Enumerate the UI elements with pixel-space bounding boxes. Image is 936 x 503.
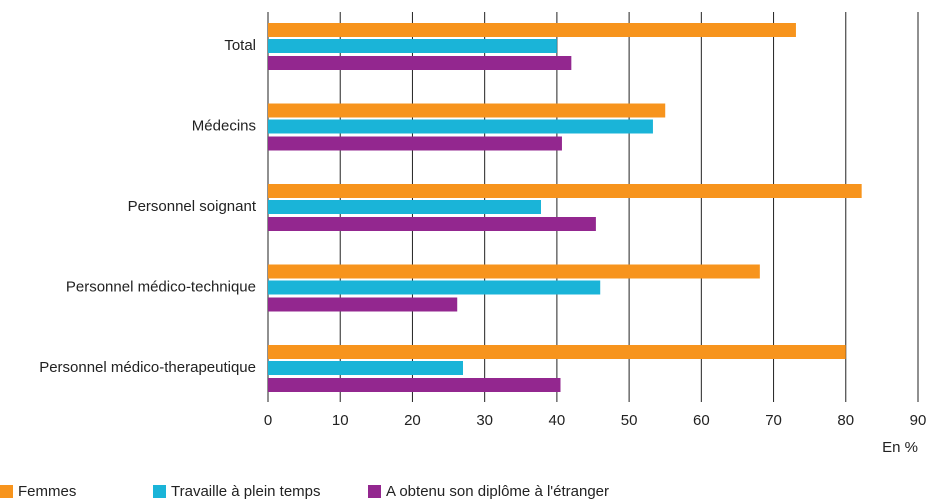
x-tick-label: 0 bbox=[264, 412, 272, 429]
x-tick-label: 90 bbox=[910, 412, 927, 429]
bar bbox=[268, 184, 862, 198]
bar bbox=[268, 217, 596, 231]
legend-swatch bbox=[0, 485, 13, 498]
bar bbox=[268, 103, 666, 118]
y-tick-label: Personnel médico-therapeutique bbox=[39, 359, 256, 376]
bar bbox=[268, 297, 458, 312]
legend-label: Travaille à plein temps bbox=[171, 483, 321, 500]
y-tick-label: Personnel soignant bbox=[128, 198, 257, 215]
x-tick-label: 30 bbox=[476, 412, 493, 429]
legend-label: A obtenu son diplôme à l'étranger bbox=[386, 483, 609, 500]
bar bbox=[268, 361, 463, 375]
legend-swatch bbox=[153, 485, 166, 498]
x-tick-label: 60 bbox=[693, 412, 710, 429]
y-tick-label: Total bbox=[224, 37, 256, 54]
x-tick-label: 10 bbox=[332, 412, 349, 429]
bar bbox=[268, 264, 760, 279]
bar bbox=[268, 280, 601, 295]
x-axis-label: En % bbox=[882, 439, 918, 456]
bar bbox=[268, 119, 653, 134]
bar bbox=[268, 136, 562, 151]
x-tick-label: 70 bbox=[765, 412, 782, 429]
x-tick-label: 50 bbox=[621, 412, 638, 429]
legend-swatch bbox=[368, 485, 381, 498]
bar bbox=[268, 378, 561, 392]
y-tick-label: Médecins bbox=[192, 117, 256, 134]
x-tick-label: 20 bbox=[404, 412, 421, 429]
bar bbox=[268, 200, 541, 214]
bar bbox=[268, 39, 557, 53]
y-tick-label: Personnel médico-technique bbox=[66, 278, 256, 295]
legend-label: Femmes bbox=[18, 483, 76, 500]
bar bbox=[268, 345, 846, 359]
bar bbox=[268, 23, 796, 37]
x-tick-label: 80 bbox=[837, 412, 854, 429]
bar bbox=[268, 56, 572, 70]
x-tick-label: 40 bbox=[549, 412, 566, 429]
